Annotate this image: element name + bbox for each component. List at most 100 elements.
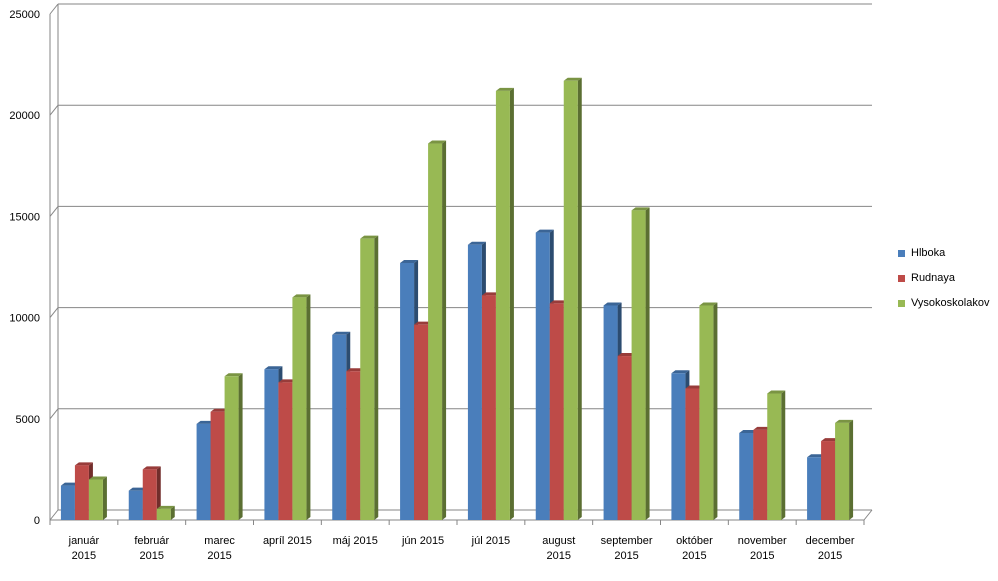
x-tick-label: máj 2015 [333,535,378,547]
bar-top [671,370,690,374]
bar-side [509,87,514,521]
bar-side [102,476,107,520]
bar-top [685,385,704,389]
bar-top [617,353,636,357]
bar-top [535,229,554,233]
x-tick-label: február 2015 [134,535,169,562]
legend-swatch [898,249,905,257]
bar-side [577,77,582,521]
x-tick-label-line: október [676,535,713,547]
bar-top [346,368,365,372]
bar-front [278,382,293,520]
bar-front [74,465,89,520]
gridline-side [49,408,59,420]
bar-front [685,388,700,520]
bar-front [535,232,550,521]
bar-top [210,408,229,412]
bar-top [278,379,297,383]
gridline-side [49,307,59,318]
bar-top [414,321,433,325]
bar-top [142,466,161,470]
bar-front [210,411,225,520]
bar-front [142,469,157,520]
bar-front [739,432,754,520]
bar-front [88,479,103,520]
x-tick-label-line: máj 2015 [333,535,378,547]
bar-top [481,292,500,296]
x-tick-label-line: júl 2015 [471,535,511,547]
bar [631,207,650,520]
x-tick-label-line: december [806,535,855,547]
floor-right-edge [863,509,873,521]
x-tick-label-line: 2015 [614,550,638,562]
gridline-side [49,104,59,116]
bar-front [360,238,375,520]
y-tick-label: 10000 [9,313,40,325]
x-tick-label: december 2015 [806,535,855,562]
bar-side [374,235,379,520]
bar-side [713,302,718,520]
bar-front [617,356,632,520]
bar-front [400,262,415,520]
x-tick-label-line: september [601,535,653,547]
bar-front [60,485,75,520]
legend-label: Hlboka [911,247,946,259]
bar-top [128,487,147,491]
bar-front [414,324,429,520]
bar-front [753,429,768,520]
x-tick-label-line: 2015 [72,550,96,562]
y-tick-label: 25000 [9,9,40,21]
bar-front [224,376,239,520]
x-tick-label: marec 2015 [204,535,235,562]
legend-swatch [898,299,905,307]
x-tick-label: apríl 2015 [263,535,312,547]
bar-side [442,140,447,520]
y-tick-labels: 0 5000 10000 15000 20000 25000 [9,9,40,527]
bar [360,235,379,520]
bar [767,390,786,520]
bar-front [563,80,578,521]
legend-item: Rudnaya [898,272,989,284]
bars [60,77,854,521]
bar-top [74,462,93,466]
x-tick-label-line: 2015 [140,550,164,562]
bar-front [699,305,714,520]
bar-top [603,302,622,306]
x-tick-label-line: november [738,535,787,547]
bar-side [156,466,161,520]
bar-top [88,476,107,480]
bar [156,505,175,520]
x-tick-label-line: 2015 [750,550,774,562]
bar [563,77,582,521]
bar-top [428,140,447,144]
legend-item: Vysokoskolakov [898,297,989,309]
bar-front [264,369,279,520]
bar-front [671,373,686,520]
bar-front [428,143,443,520]
x-tick-label-line: február [134,535,169,547]
y-tick-label: 20000 [9,110,40,122]
bar-front [603,305,618,520]
bar-top [360,235,379,239]
bar-front [767,393,782,520]
bar-top [292,294,311,298]
bar [88,476,107,520]
bar-top [332,331,351,335]
bar [835,419,854,520]
bar-top [495,87,514,91]
bar-front [835,422,850,520]
bar-top [224,373,243,377]
bar-top [821,438,840,442]
x-tick-label-line: marec [204,535,235,547]
x-tick-label-line: 2015 [207,550,231,562]
bar-top [467,241,486,245]
bar-front [467,244,482,520]
bar-front [481,295,496,520]
bar-top [196,420,215,424]
legend-label: Rudnaya [911,272,956,284]
bar-top [699,302,718,306]
bar-front [807,457,822,520]
bar-top [549,300,568,304]
y-tick-label: 0 [34,515,40,527]
